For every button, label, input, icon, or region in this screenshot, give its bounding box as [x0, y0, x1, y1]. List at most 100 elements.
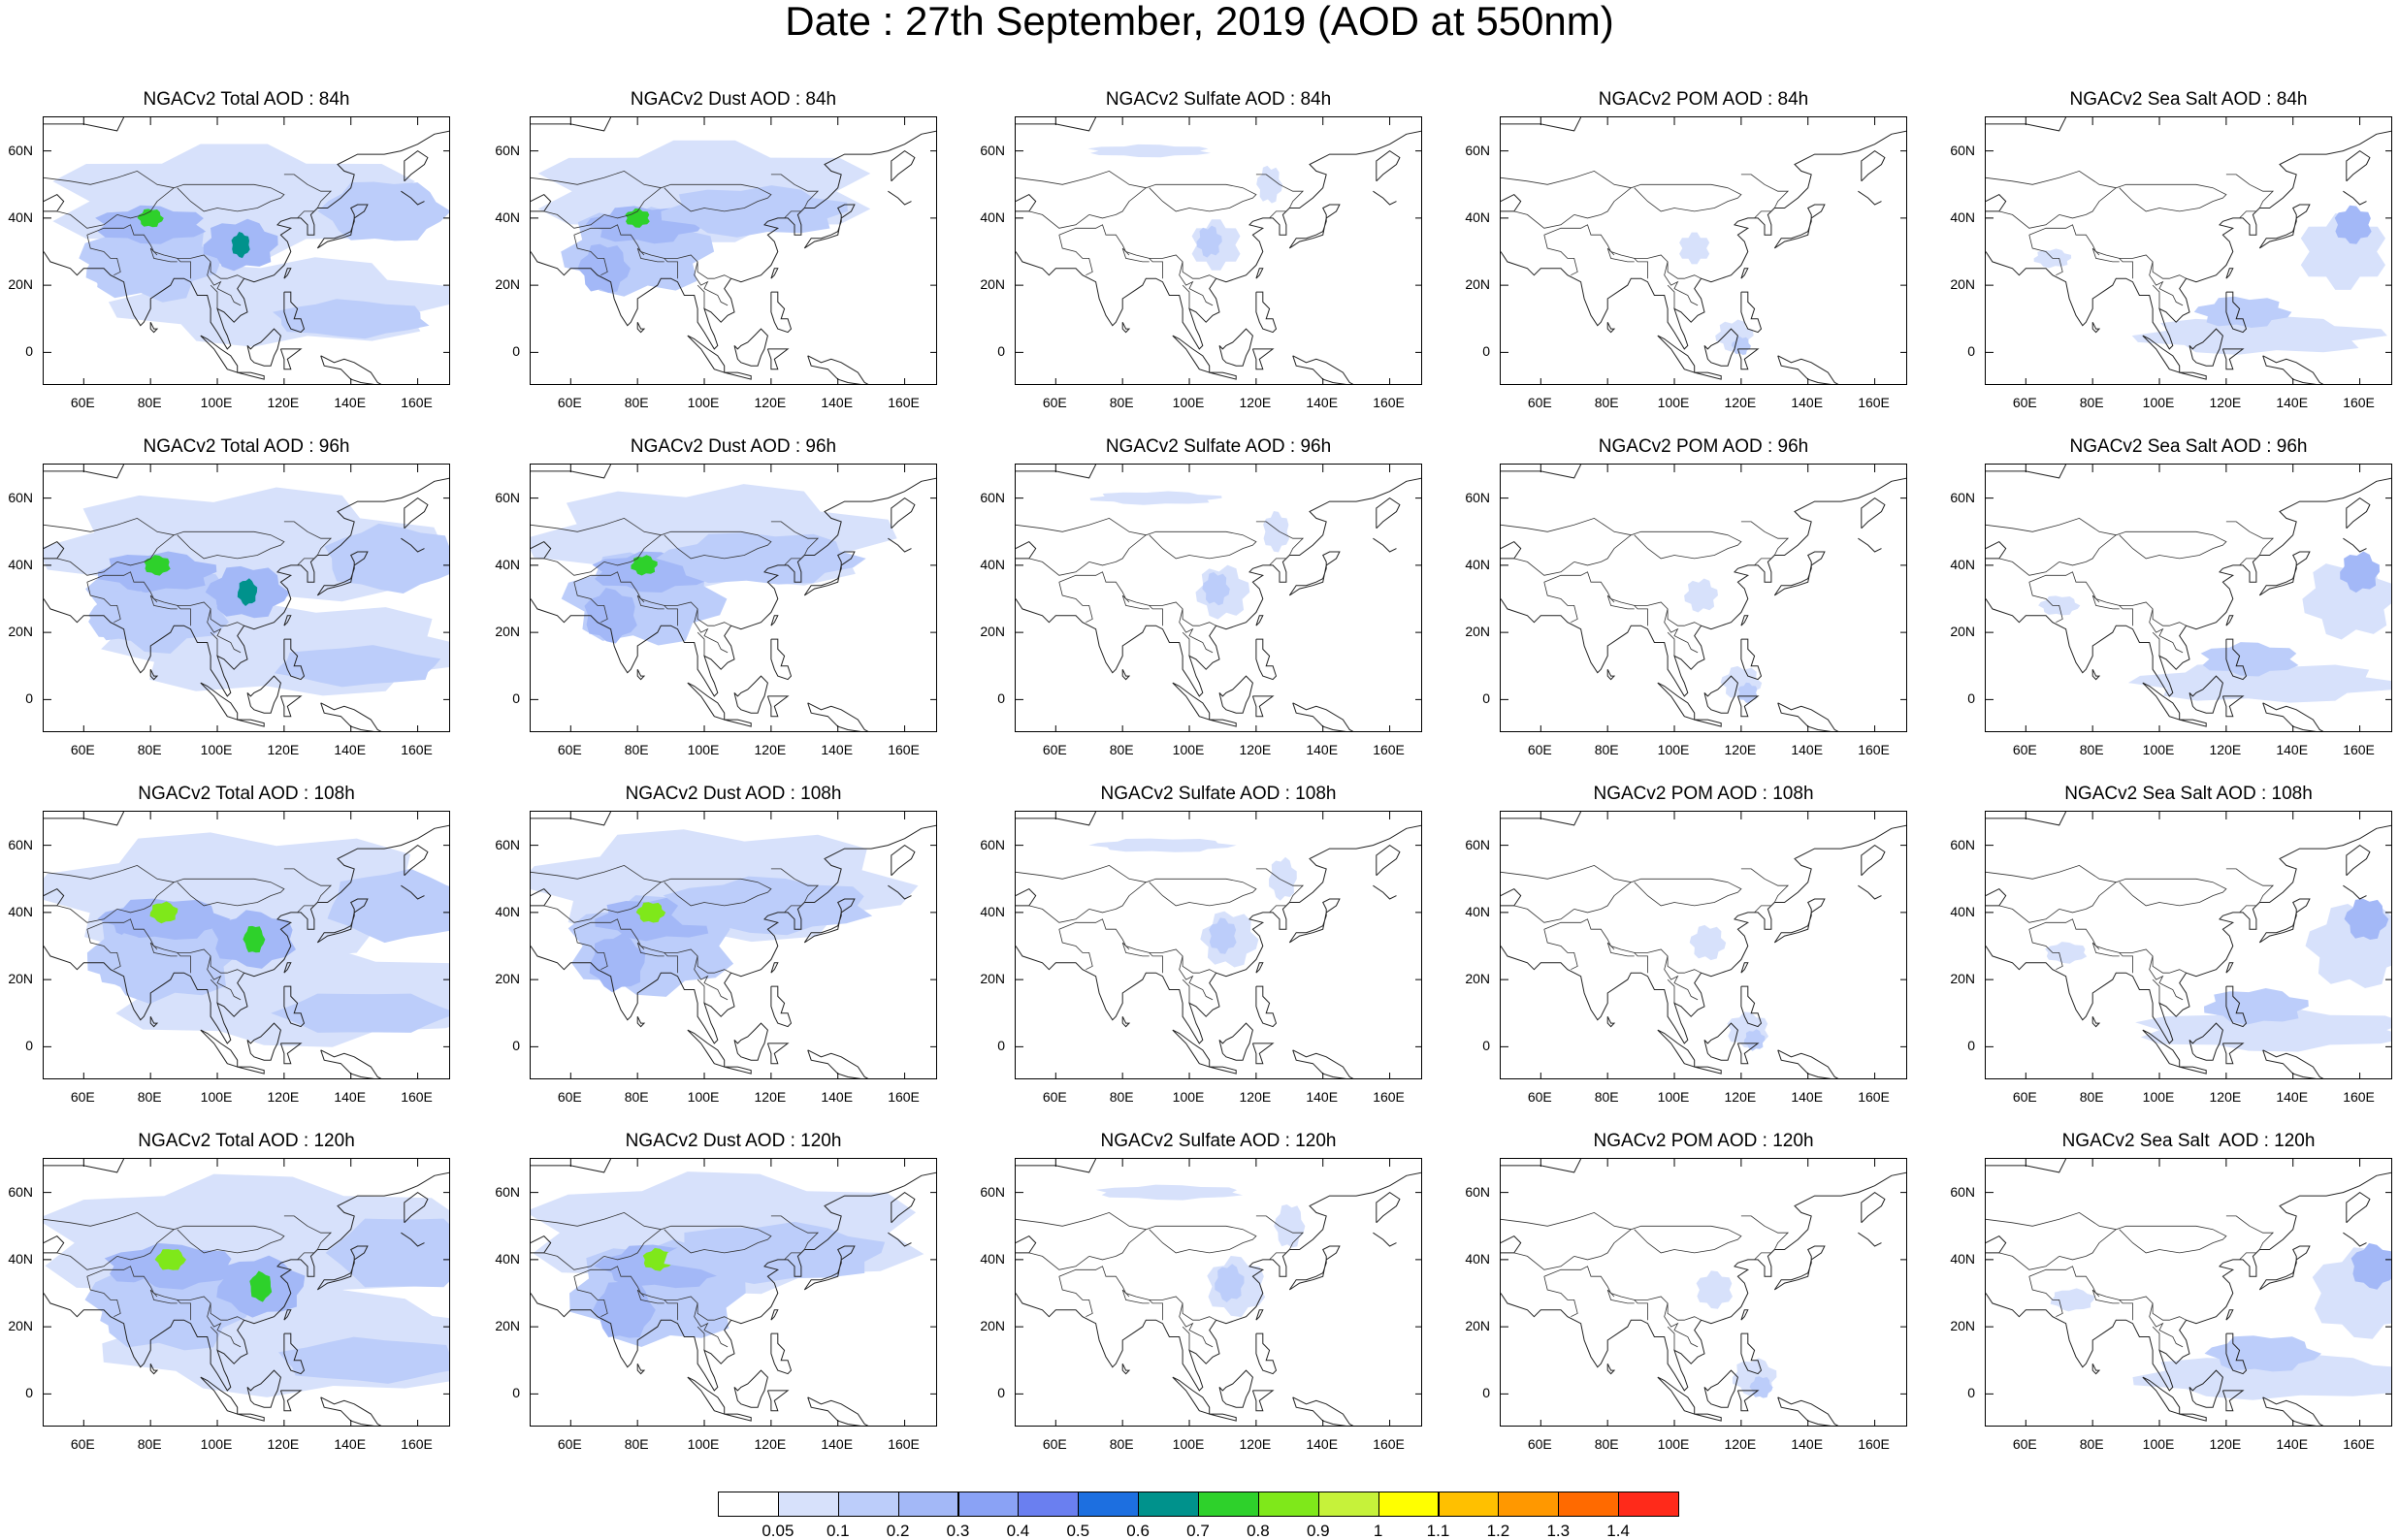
map-panel: NGACv2 Sea Salt AOD : 120h 60N 40N 20N 0 60E…	[1942, 1131, 2398, 1460]
lon-tick-label: 100E	[1657, 742, 1690, 757]
colorbar-label: 0.4	[1006, 1522, 1030, 1540]
colorbar-swatch	[718, 1492, 779, 1517]
lon-tick-label: 80E	[2079, 1436, 2104, 1452]
lat-tick-label: 20N	[1465, 1318, 1490, 1334]
lon-tick-label: 100E	[1172, 1436, 1205, 1452]
lon-tick-label: 160E	[1373, 1089, 1405, 1105]
map-frame	[1500, 116, 1907, 385]
lon-tick-label: 160E	[1373, 1436, 1405, 1452]
lat-tick-label: 40N	[1950, 556, 1975, 572]
lat-tick-label: 60N	[1465, 142, 1490, 158]
lat-tick-label: 20N	[1465, 276, 1490, 293]
lat-tick-label: 60N	[980, 836, 1005, 852]
colorbar-swatch	[1558, 1492, 1620, 1517]
lon-tick-label: 80E	[137, 742, 162, 757]
lon-tick-label: 60E	[557, 395, 582, 410]
lat-tick-label: 0	[25, 1385, 33, 1401]
colorbar	[718, 1492, 1679, 1519]
lat-tick-label: 40N	[980, 1250, 1005, 1267]
lon-tick-label: 140E	[334, 1089, 367, 1105]
lon-tick-label: 80E	[137, 395, 162, 410]
map-plot	[1016, 117, 1421, 384]
lat-tick-label: 0	[25, 1038, 33, 1054]
panel-title: NGACv2 Dust AOD : 96h	[630, 436, 837, 457]
lat-tick-label: 60N	[1950, 489, 1975, 505]
map-plot	[1986, 117, 2391, 384]
map-frame	[1500, 811, 1907, 1079]
panel-title: NGACv2 POM AOD : 120h	[1593, 1131, 1814, 1151]
map-panel: NGACv2 POM AOD : 96h 60N 40N 20N 0 60E 80E 100…	[1457, 436, 1913, 766]
map-plot	[1986, 812, 2391, 1078]
lat-tick-label: 20N	[1950, 276, 1975, 293]
colorbar-label: 0.6	[1126, 1522, 1150, 1540]
lat-tick-label: 40N	[495, 1250, 520, 1267]
lon-tick-label: 140E	[2276, 395, 2309, 410]
map-frame	[1985, 116, 2392, 385]
lat-tick-label: 20N	[980, 624, 1005, 640]
lat-tick-label: 40N	[1465, 209, 1490, 225]
map-panel: NGACv2 Sulfate AOD : 108h 60N 40N 20N 0 60E 8…	[972, 784, 1428, 1113]
lat-tick-label: 60N	[8, 142, 33, 158]
panel-title: NGACv2 Total AOD : 96h	[143, 436, 350, 457]
lat-tick-label: 20N	[1950, 971, 1975, 987]
lon-tick-label: 120E	[267, 1436, 300, 1452]
map-frame	[1985, 811, 2392, 1079]
lon-tick-label: 160E	[2343, 1089, 2375, 1105]
lon-tick-label: 80E	[2079, 1089, 2104, 1105]
lon-tick-label: 120E	[267, 1089, 300, 1105]
lat-tick-label: 20N	[1950, 624, 1975, 640]
lat-tick-label: 60N	[8, 1183, 33, 1200]
lat-tick-label: 60N	[1950, 836, 1975, 852]
lon-tick-label: 120E	[2209, 395, 2242, 410]
lat-tick-label: 60N	[1950, 142, 1975, 158]
panel-title: NGACv2 Sulfate AOD : 84h	[1105, 89, 1332, 110]
lon-tick-label: 100E	[2142, 1436, 2175, 1452]
lon-tick-label: 160E	[888, 395, 920, 410]
lon-tick-label: 100E	[687, 742, 720, 757]
lat-tick-label: 20N	[1465, 624, 1490, 640]
map-plot	[44, 465, 449, 731]
lon-tick-label: 120E	[1724, 742, 1757, 757]
lon-tick-label: 140E	[1306, 1089, 1339, 1105]
panel-title: NGACv2 Total AOD : 120h	[138, 1131, 355, 1151]
lat-tick-label: 40N	[1465, 903, 1490, 919]
lon-tick-label: 140E	[2276, 742, 2309, 757]
panel-title: NGACv2 Sea Salt AOD : 120h	[2061, 1131, 2316, 1151]
lon-tick-label: 60E	[2012, 1089, 2037, 1105]
panel-title: NGACv2 Dust AOD : 120h	[625, 1131, 842, 1151]
lon-tick-label: 140E	[1306, 1436, 1339, 1452]
colorbar-label: 0.5	[1066, 1522, 1090, 1540]
lon-tick-label: 80E	[1109, 395, 1134, 410]
lat-tick-label: 60N	[495, 142, 520, 158]
lon-tick-label: 160E	[1373, 395, 1405, 410]
map-frame	[530, 116, 937, 385]
panel-title: NGACv2 Dust AOD : 84h	[630, 89, 837, 110]
lat-tick-label: 0	[512, 1385, 520, 1401]
lat-tick-label: 20N	[495, 276, 520, 293]
lon-tick-label: 100E	[1172, 1089, 1205, 1105]
map-panel: NGACv2 POM AOD : 120h 60N 40N 20N 0 60E 80E 10…	[1457, 1131, 1913, 1460]
lat-tick-label: 0	[997, 1038, 1005, 1054]
lat-tick-label: 0	[997, 690, 1005, 707]
panel-title: NGACv2 Sea Salt AOD : 96h	[2069, 436, 2308, 457]
lon-tick-label: 100E	[1172, 395, 1205, 410]
lon-tick-label: 80E	[1594, 395, 1619, 410]
colorbar-label: 0.2	[886, 1522, 910, 1540]
lon-tick-label: 60E	[1042, 395, 1067, 410]
map-plot	[1016, 465, 1421, 731]
colorbar-swatch	[897, 1492, 959, 1517]
lon-tick-label: 100E	[2142, 742, 2175, 757]
lon-tick-label: 120E	[754, 1436, 787, 1452]
map-panel: NGACv2 Total AOD : 108h 60N 40N 20N 0 60E 80E…	[0, 784, 456, 1113]
lon-tick-label: 80E	[1109, 1436, 1134, 1452]
lon-tick-label: 80E	[1109, 742, 1134, 757]
lon-tick-label: 120E	[1239, 395, 1272, 410]
lon-tick-label: 100E	[687, 395, 720, 410]
lon-tick-label: 60E	[1042, 1089, 1067, 1105]
colorbar-label: 0.3	[946, 1522, 970, 1540]
lat-tick-label: 20N	[980, 276, 1005, 293]
map-plot	[1501, 812, 1906, 1078]
map-panel: NGACv2 Sea Salt AOD : 84h 60N 40N 20N 0 60E 8…	[1942, 89, 2398, 419]
lat-tick-label: 60N	[1465, 836, 1490, 852]
colorbar-label: 1	[1373, 1522, 1383, 1540]
